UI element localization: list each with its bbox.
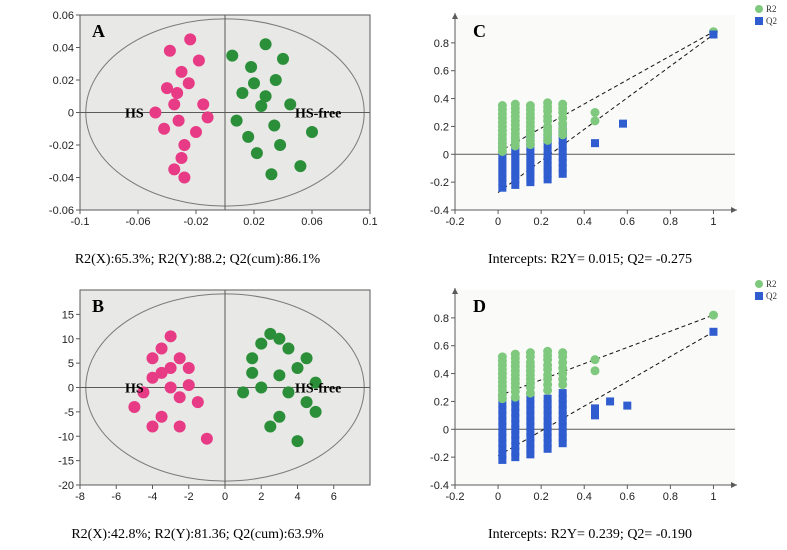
svg-text:HS: HS xyxy=(125,107,144,122)
panel-d-caption: Intercepts: R2Y= 0.239; Q2= -0.190 xyxy=(395,527,785,543)
svg-text:0.2: 0.2 xyxy=(434,121,449,133)
svg-text:B: B xyxy=(92,296,104,316)
svg-text:-0.06: -0.06 xyxy=(49,205,74,217)
panel-d-legend: R2 Q2 xyxy=(755,279,777,303)
svg-text:1: 1 xyxy=(710,216,716,228)
svg-text:10: 10 xyxy=(62,334,74,346)
svg-text:0.6: 0.6 xyxy=(620,216,635,228)
svg-text:-0.04: -0.04 xyxy=(49,173,74,185)
svg-text:HS-free: HS-free xyxy=(295,382,341,397)
panel-b: -8-6-4-20246-20-15-10-5051015HSHS-freeB … xyxy=(0,275,395,550)
svg-text:-10: -10 xyxy=(58,431,74,443)
svg-text:0.4: 0.4 xyxy=(577,216,592,228)
svg-text:-0.02: -0.02 xyxy=(49,140,74,152)
svg-text:C: C xyxy=(473,21,486,41)
svg-text:0.2: 0.2 xyxy=(534,216,549,228)
svg-text:4: 4 xyxy=(294,491,300,503)
svg-text:-4: -4 xyxy=(148,491,158,503)
panel-c-caption: Intercepts: R2Y= 0.015; Q2= -0.275 xyxy=(395,252,785,268)
svg-text:0.06: 0.06 xyxy=(53,10,74,22)
svg-text:0.8: 0.8 xyxy=(663,216,678,228)
svg-text:0: 0 xyxy=(495,491,501,503)
svg-text:-2: -2 xyxy=(184,491,194,503)
figure-grid: -0.1-0.06-0.020.020.060.1-0.06-0.04-0.02… xyxy=(0,0,787,550)
svg-text:0: 0 xyxy=(443,424,449,436)
svg-text:0.1: 0.1 xyxy=(362,216,377,228)
svg-text:5: 5 xyxy=(68,358,74,370)
panel-a-caption: R2(X):65.3%; R2(Y):88.2; Q2(cum):86.1% xyxy=(0,252,395,268)
svg-text:HS: HS xyxy=(125,382,144,397)
svg-text:0.2: 0.2 xyxy=(534,491,549,503)
svg-text:A: A xyxy=(92,21,105,41)
svg-text:0: 0 xyxy=(222,491,228,503)
panel-b-caption: R2(X):42.8%; R2(Y):81.36; Q2(cum):63.9% xyxy=(0,527,395,543)
svg-text:0.4: 0.4 xyxy=(577,491,592,503)
svg-text:-0.2: -0.2 xyxy=(430,177,449,189)
svg-text:0.6: 0.6 xyxy=(434,341,449,353)
svg-text:0.02: 0.02 xyxy=(53,75,74,87)
svg-text:-0.4: -0.4 xyxy=(430,205,449,217)
legend-r2-label: R2 xyxy=(766,4,777,14)
svg-text:15: 15 xyxy=(62,309,74,321)
svg-text:0.4: 0.4 xyxy=(434,94,449,106)
legend-q2-label: Q2 xyxy=(766,291,777,301)
svg-text:-0.1: -0.1 xyxy=(71,216,90,228)
svg-text:-20: -20 xyxy=(58,480,74,492)
svg-text:-0.2: -0.2 xyxy=(446,216,465,228)
panel-a: -0.1-0.06-0.020.020.060.1-0.06-0.04-0.02… xyxy=(0,0,395,275)
panel-c-plot: -0.200.20.40.60.81-0.4-0.200.20.40.60.8C xyxy=(425,5,745,235)
svg-text:0: 0 xyxy=(443,149,449,161)
legend-q2-label: Q2 xyxy=(766,16,777,26)
svg-text:0.8: 0.8 xyxy=(434,38,449,50)
svg-text:1: 1 xyxy=(710,491,716,503)
svg-text:0.04: 0.04 xyxy=(53,43,74,55)
svg-text:-0.06: -0.06 xyxy=(125,216,150,228)
svg-text:-6: -6 xyxy=(111,491,121,503)
svg-text:0.02: 0.02 xyxy=(243,216,264,228)
panel-c-legend: R2 Q2 xyxy=(755,4,777,28)
svg-text:0: 0 xyxy=(68,383,74,395)
svg-text:0.4: 0.4 xyxy=(434,369,449,381)
svg-text:0.6: 0.6 xyxy=(620,491,635,503)
svg-text:HS-free: HS-free xyxy=(295,107,341,122)
svg-text:-0.2: -0.2 xyxy=(446,491,465,503)
svg-text:-0.4: -0.4 xyxy=(430,480,449,492)
panel-d-plot: -0.200.20.40.60.81-0.4-0.200.20.40.60.8D xyxy=(425,280,745,510)
svg-text:-0.02: -0.02 xyxy=(183,216,208,228)
svg-text:0: 0 xyxy=(495,216,501,228)
svg-text:-5: -5 xyxy=(64,407,74,419)
svg-text:0.8: 0.8 xyxy=(663,491,678,503)
svg-text:0: 0 xyxy=(68,108,74,120)
svg-text:-15: -15 xyxy=(58,456,74,468)
svg-text:0.6: 0.6 xyxy=(434,66,449,78)
svg-text:0.2: 0.2 xyxy=(434,396,449,408)
svg-text:6: 6 xyxy=(331,491,337,503)
panel-a-plot: -0.1-0.06-0.020.020.060.1-0.06-0.04-0.02… xyxy=(45,5,380,235)
svg-text:-8: -8 xyxy=(75,491,85,503)
svg-text:0.06: 0.06 xyxy=(301,216,322,228)
panel-d: -0.200.20.40.60.81-0.4-0.200.20.40.60.8D… xyxy=(395,275,785,550)
panel-c: -0.200.20.40.60.81-0.4-0.200.20.40.60.8C… xyxy=(395,0,785,275)
svg-text:2: 2 xyxy=(258,491,264,503)
svg-text:-0.2: -0.2 xyxy=(430,452,449,464)
panel-b-plot: -8-6-4-20246-20-15-10-5051015HSHS-freeB xyxy=(45,280,380,510)
svg-text:0.8: 0.8 xyxy=(434,313,449,325)
legend-r2-label: R2 xyxy=(766,279,777,289)
svg-text:D: D xyxy=(473,296,486,316)
